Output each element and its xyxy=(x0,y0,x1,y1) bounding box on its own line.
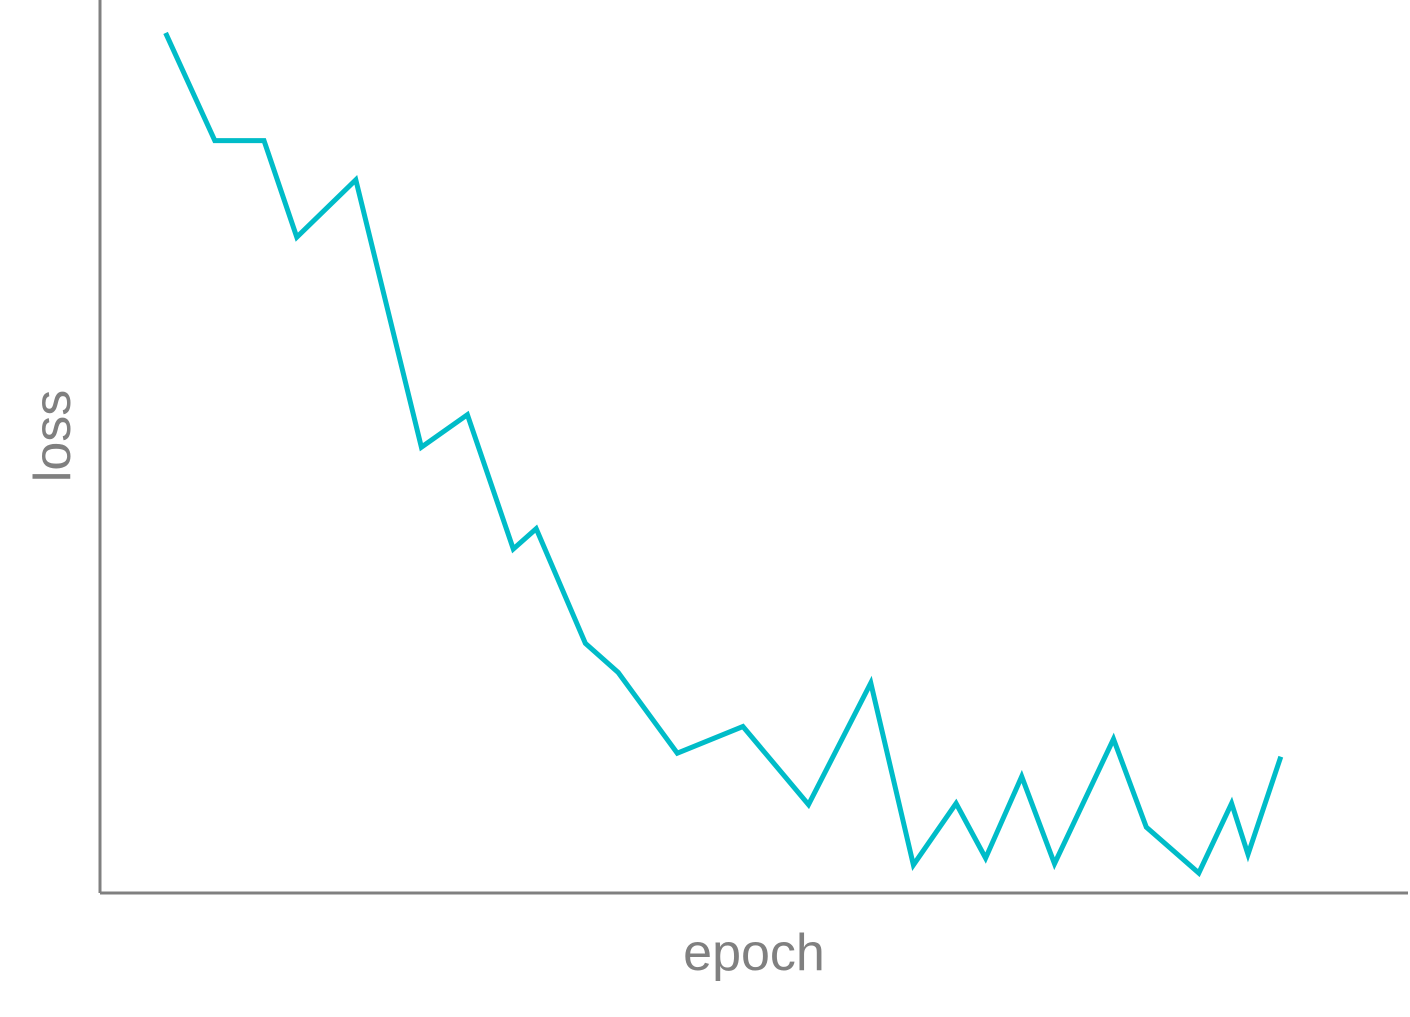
x-axis-label: epoch xyxy=(683,924,825,982)
series-line-0 xyxy=(163,31,1284,878)
y-axis-label: loss xyxy=(24,390,82,482)
series-layer xyxy=(163,31,1284,878)
axes xyxy=(98,0,1408,895)
